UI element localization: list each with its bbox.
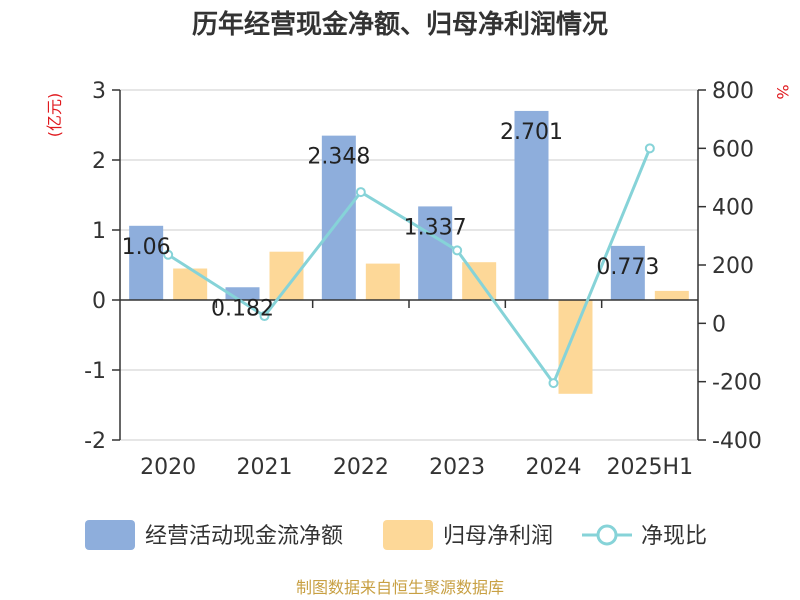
grid-lines — [120, 89, 698, 441]
data-label-cash: 0.773 — [596, 255, 659, 280]
category-label: 2024 — [526, 455, 582, 480]
ratio-point — [163, 249, 174, 260]
legend-swatch-cash — [85, 520, 135, 550]
legend-label-cash: 经营活动现金流净额 — [145, 524, 343, 549]
chart-title: 历年经营现金净额、归母净利润情况 — [192, 9, 608, 40]
data-label-cash: 1.06 — [122, 235, 171, 260]
data-label-cash: 0.182 — [211, 296, 274, 321]
bar-profit — [173, 268, 208, 300]
right-tick-label: 600 — [712, 137, 754, 162]
bar-profit — [365, 263, 400, 300]
bars — [129, 110, 689, 394]
category-label: 2021 — [237, 455, 293, 480]
legend-marker-ratio — [596, 524, 618, 546]
bar-profit — [558, 300, 593, 394]
data-labels: 1.06 0.182 2.348 1.337 2.701 0.773 — [122, 120, 660, 321]
category-label: 2022 — [333, 455, 389, 480]
data-label-cash: 1.337 — [404, 215, 467, 240]
ratio-line — [163, 143, 655, 389]
right-tick-label: -200 — [712, 371, 762, 396]
ratio-point — [644, 143, 655, 154]
axes — [112, 89, 706, 441]
left-tick-label: 1 — [92, 219, 106, 244]
legend: 经营活动现金流净额 归母净利润 净现比 — [85, 520, 707, 550]
right-tick-label: 0 — [712, 312, 726, 337]
category-label: 2023 — [429, 455, 485, 480]
left-tick-label: 3 — [92, 79, 106, 104]
left-tick-label: 0 — [92, 289, 106, 314]
bar-cash — [418, 206, 453, 300]
bar-profit — [654, 290, 689, 300]
bar-cash — [610, 245, 645, 300]
ratio-point — [355, 187, 366, 198]
right-tick-label: 800 — [712, 79, 754, 104]
right-tick-label: 200 — [712, 254, 754, 279]
left-tick-label: -1 — [84, 359, 106, 384]
source-note: 制图数据来自恒生聚源数据库 — [296, 578, 504, 597]
left-axis-unit: (亿元) — [45, 93, 64, 138]
tick-labels: -2 -1 0 1 2 3 -400 -200 0 200 400 600 800 2020 2021 202… — [84, 79, 762, 480]
ratio-point — [259, 311, 270, 322]
right-tick-label: 400 — [712, 196, 754, 221]
ratio-line-path — [167, 147, 652, 387]
legend-label-profit: 归母净利润 — [443, 524, 553, 549]
legend-swatch-profit — [383, 520, 433, 550]
bar-cash — [514, 110, 549, 301]
bar-profit — [269, 251, 304, 300]
data-label-cash: 2.348 — [307, 145, 370, 170]
legend-label-ratio: 净现比 — [641, 524, 707, 549]
left-tick-label: -2 — [84, 429, 106, 454]
category-label: 2025H1 — [607, 455, 694, 480]
bar-cash — [129, 225, 164, 300]
ratio-point — [452, 245, 463, 256]
left-tick-label: 2 — [92, 149, 106, 174]
right-axis-unit: % — [773, 84, 792, 99]
bar-cash — [321, 135, 356, 300]
category-label: 2020 — [140, 455, 196, 480]
data-label-cash: 2.701 — [500, 120, 563, 145]
right-tick-label: -400 — [712, 429, 762, 454]
ratio-point — [548, 378, 559, 389]
